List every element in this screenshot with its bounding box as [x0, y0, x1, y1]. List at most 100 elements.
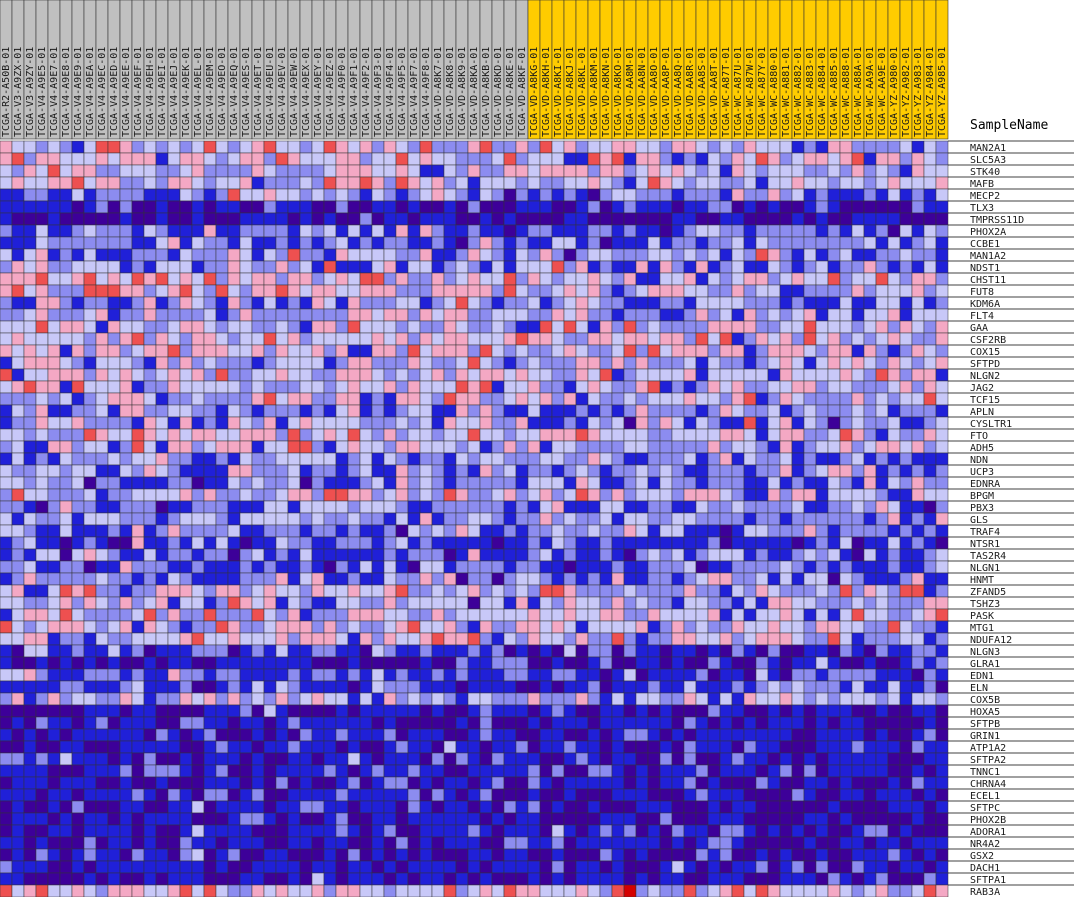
- heatmap-cell: [455, 488, 469, 502]
- heatmap-cell: [635, 296, 649, 310]
- heatmap-cell: [35, 680, 49, 694]
- heatmap-cell: [299, 680, 313, 694]
- heatmap-cell: [263, 440, 277, 454]
- heatmap-cell: [563, 812, 577, 826]
- heatmap-cell: [359, 308, 373, 322]
- heatmap-cell: [683, 800, 697, 814]
- heatmap-cell: [635, 824, 649, 838]
- heatmap-cell: [371, 344, 385, 358]
- heatmap-cell: [671, 476, 685, 490]
- heatmap-cell: [59, 260, 73, 274]
- heatmap-cell: [263, 836, 277, 850]
- heatmap-cell: [575, 224, 589, 238]
- heatmap-cell: [371, 464, 385, 478]
- heatmap-cell: [767, 656, 781, 670]
- heatmap-cell: [515, 176, 529, 190]
- heatmap-cell: [575, 584, 589, 598]
- heatmap-cell: [263, 320, 277, 334]
- heatmap-cell: [923, 776, 937, 790]
- heatmap-cell: [671, 428, 685, 442]
- heatmap-cell: [191, 464, 205, 478]
- heatmap-cell: [227, 740, 241, 754]
- heatmap-cell: [35, 668, 49, 682]
- heatmap-cell: [935, 416, 949, 430]
- heatmap-cell: [647, 704, 661, 718]
- heatmap-cell: [119, 572, 133, 586]
- heatmap-cell: [35, 704, 49, 718]
- heatmap-cell: [599, 836, 613, 850]
- heatmap-cell: [287, 536, 301, 550]
- heatmap-cell: [131, 140, 145, 154]
- column-label: TCGA-WC-A884-01: [817, 47, 828, 137]
- heatmap-cell: [239, 812, 253, 826]
- heatmap-cell: [59, 152, 73, 166]
- heatmap-cell: [599, 368, 613, 382]
- column-label: TCGA-V4-A9ES-01: [241, 47, 252, 137]
- heatmap-cell: [635, 692, 649, 706]
- heatmap-cell: [407, 248, 421, 262]
- heatmap-cell: [695, 560, 709, 574]
- heatmap-cell: [839, 680, 853, 694]
- heatmap-cell: [335, 824, 349, 838]
- heatmap-cell: [47, 560, 61, 574]
- heatmap-cell: [467, 236, 481, 250]
- heatmap-cell: [791, 764, 805, 778]
- heatmap-cell: [0, 824, 13, 838]
- heatmap-cell: [695, 704, 709, 718]
- heatmap-cell: [455, 200, 469, 214]
- heatmap-cell: [23, 824, 37, 838]
- heatmap-cell: [899, 332, 913, 346]
- heatmap-cell: [791, 320, 805, 334]
- heatmap-cell: [839, 596, 853, 610]
- heatmap-cell: [839, 308, 853, 322]
- heatmap-cell: [551, 428, 565, 442]
- heatmap-cell: [767, 752, 781, 766]
- heatmap-cell: [467, 584, 481, 598]
- heatmap-cell: [647, 860, 661, 874]
- heatmap-cell: [11, 704, 25, 718]
- heatmap-cell: [587, 536, 601, 550]
- heatmap-cell: [95, 188, 109, 202]
- heatmap-cell: [731, 392, 745, 406]
- heatmap-cell: [419, 416, 433, 430]
- heatmap-cell: [551, 404, 565, 418]
- heatmap-cell: [419, 440, 433, 454]
- heatmap-cell: [167, 740, 181, 754]
- heatmap-cell: [191, 200, 205, 214]
- heatmap-cell: [503, 584, 517, 598]
- heatmap-cell: [419, 704, 433, 718]
- heatmap-cell: [107, 272, 121, 286]
- heatmap-cell: [539, 524, 553, 538]
- heatmap-cell: [587, 620, 601, 634]
- heatmap-cell: [695, 584, 709, 598]
- heatmap-cell: [455, 284, 469, 298]
- heatmap-cell: [659, 668, 673, 682]
- heatmap-cell: [575, 668, 589, 682]
- heatmap-cell: [155, 392, 169, 406]
- heatmap-cell: [95, 836, 109, 850]
- heatmap-cell: [875, 140, 889, 154]
- heatmap-cell: [599, 812, 613, 826]
- heatmap-cell: [443, 200, 457, 214]
- heatmap-cell: [899, 656, 913, 670]
- heatmap-cell: [479, 728, 493, 742]
- heatmap-cell: [635, 812, 649, 826]
- heatmap-cell: [779, 464, 793, 478]
- heatmap-cell: [107, 860, 121, 874]
- heatmap-cell: [287, 188, 301, 202]
- heatmap-cell: [803, 260, 817, 274]
- heatmap-cell: [563, 188, 577, 202]
- heatmap-cell: [227, 368, 241, 382]
- heatmap-cell: [371, 164, 385, 178]
- heatmap-cell: [923, 800, 937, 814]
- heatmap-cell: [875, 392, 889, 406]
- heatmap-cell: [347, 692, 361, 706]
- heatmap-cell: [287, 848, 301, 862]
- heatmap-cell: [635, 380, 649, 394]
- heatmap-cell: [803, 596, 817, 610]
- heatmap-cell: [239, 560, 253, 574]
- heatmap-cell: [755, 584, 769, 598]
- heatmap-cell: [47, 752, 61, 766]
- heatmap-cell: [551, 368, 565, 382]
- heatmap-cell: [671, 296, 685, 310]
